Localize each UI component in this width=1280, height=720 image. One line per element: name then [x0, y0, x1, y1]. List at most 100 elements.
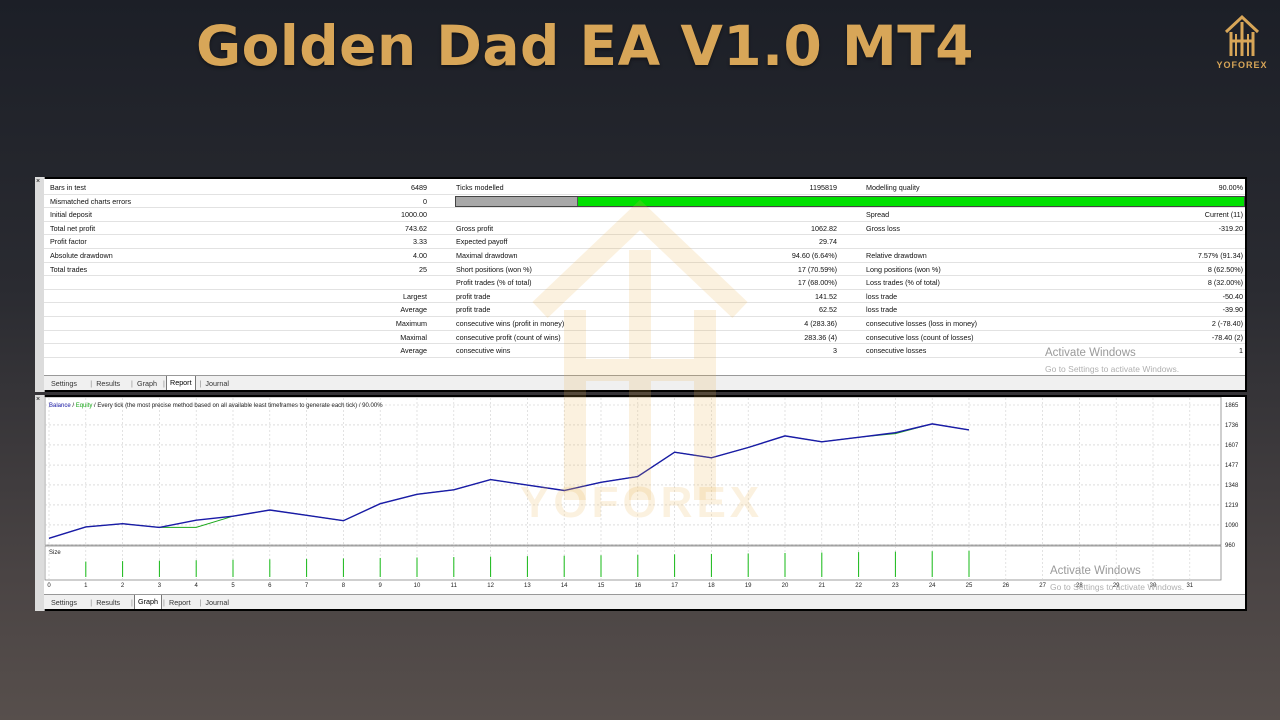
x-tick-label: 13: [524, 583, 531, 589]
x-tick-label: 11: [451, 583, 458, 589]
tab-settings[interactable]: Settings: [51, 598, 77, 607]
legend-separator: /: [71, 403, 76, 409]
report-cell-c6: -39.90: [1222, 305, 1243, 315]
report-cell-c4: 62.52: [819, 305, 837, 315]
logo-text: YOFOREX: [1216, 60, 1268, 70]
report-cell-c1: Mismatched charts errors: [50, 196, 132, 206]
tab-results[interactable]: Results: [96, 379, 121, 388]
report-cell-c3: consecutive wins: [456, 346, 511, 356]
report-cell-c6: 2 (-78.40): [1211, 318, 1243, 328]
yoforex-logo-icon: [1224, 14, 1260, 56]
report-cell-c2: Maximal: [400, 332, 427, 342]
report-row: Maximal consecutive profit (count of wins…: [44, 331, 1245, 345]
tab-report[interactable]: Report: [166, 376, 196, 390]
report-cell-c6: -50.40: [1222, 291, 1243, 301]
x-tick-label: 15: [598, 583, 605, 589]
report-cell-c6: -78.40 (2): [1211, 332, 1243, 342]
modelling-quality-bar: [455, 195, 1245, 207]
series-line-balance: [48, 423, 970, 539]
x-tick-label: 0: [47, 583, 51, 589]
report-cell-c5: Spread: [866, 210, 890, 220]
x-tick-label: 4: [195, 583, 199, 589]
report-cell-c3: consecutive profit (count of wins): [456, 332, 561, 342]
report-cell-c4: 29.74: [819, 237, 837, 247]
tab-separator: |: [163, 598, 165, 607]
report-cell-c6: 7.57% (91.34): [1197, 250, 1243, 260]
report-row: Profit trades (% of total) 17 (68.00%) Los…: [44, 276, 1245, 290]
report-row: Average profit trade 62.52 loss trade -39.90: [44, 303, 1245, 317]
y-tick-label: 1736: [1225, 423, 1239, 429]
x-tick-label: 14: [561, 583, 568, 589]
activate-windows-title: Activate Windows: [1045, 347, 1136, 359]
report-row: Maximum consecutive wins (profit in money…: [44, 317, 1245, 331]
x-tick-label: 2: [121, 583, 125, 589]
report-cell-c5: Long positions (won %): [866, 264, 941, 274]
report-cell-c4: 17 (68.00%): [797, 278, 837, 288]
x-tick-label: 26: [1002, 583, 1009, 589]
legend-description: / Every tick (the most precise method ba…: [92, 403, 383, 409]
report-cell-c6: 8 (62.50%): [1207, 264, 1243, 274]
y-tick-label: 1477: [1225, 463, 1239, 469]
report-cell-c1: Bars in test: [50, 183, 86, 192]
tab-report[interactable]: Report: [169, 598, 191, 607]
tab-graph[interactable]: Graph: [134, 595, 162, 609]
report-table: Bars in test 6489 Ticks modelled 1195819 Mod…: [44, 181, 1245, 358]
x-tick-label: 12: [487, 583, 494, 589]
tab-separator: |: [131, 379, 133, 388]
y-tick-label: 960: [1225, 543, 1236, 549]
report-cell-c5: Relative drawdown: [866, 250, 927, 260]
report-cell-c3: Short positions (won %): [456, 264, 532, 274]
report-cell-c4: 4 (283.36): [804, 318, 837, 328]
report-cell-c2: Largest: [403, 291, 427, 301]
tab-settings[interactable]: Settings: [51, 379, 77, 388]
x-tick-label: 6: [268, 583, 272, 589]
x-tick-label: 23: [892, 583, 899, 589]
report-row: Total trades 25 Short positions (won %) 17 …: [44, 263, 1245, 277]
tab-separator: |: [163, 379, 165, 388]
report-cell-c2: 1000.00: [401, 210, 427, 220]
x-tick-label: 5: [231, 583, 235, 589]
y-tick-label: 1219: [1225, 503, 1239, 509]
activate-windows-title: Activate Windows: [1050, 565, 1141, 577]
report-cell-c6: Current (11): [1204, 210, 1243, 220]
tab-separator: |: [90, 379, 93, 388]
report-cell-c2: 25: [419, 264, 427, 274]
report-tab-bar: Settings | Results | Graph | Report | Journal: [44, 375, 1245, 390]
report-cell-c4: 3: [833, 346, 837, 356]
x-tick-label: 9: [379, 583, 383, 589]
x-tick-label: 7: [305, 583, 309, 589]
report-cell-c3: Profit trades (% of total): [456, 278, 532, 288]
tab-separator: |: [199, 379, 202, 388]
report-cell-c2: Maximum: [395, 318, 427, 328]
report-cell-c6: 8 (32.00%): [1207, 278, 1243, 288]
y-tick-label: 1865: [1225, 403, 1239, 409]
graph-tab-bar: Settings | Results | Graph | Report | Journal: [44, 594, 1245, 609]
tab-graph[interactable]: Graph: [137, 379, 157, 388]
tab-journal[interactable]: Journal: [205, 598, 229, 607]
report-cell-c1: Total net profit: [50, 223, 96, 233]
report-cell-c3: Maximal drawdown: [456, 250, 518, 260]
size-label: Size: [49, 550, 61, 556]
report-row: Total net profit 743.62 Gross profit 1062.8…: [44, 222, 1245, 236]
report-row: Average consecutive wins 3 consecutive loss…: [44, 344, 1245, 358]
report-cell-c5: loss trade: [866, 305, 898, 315]
x-tick-label: 30: [1150, 583, 1157, 589]
report-cell-c2: 0: [423, 196, 427, 206]
activate-windows-subtitle: Go to Settings to activate Windows.: [1050, 582, 1185, 592]
report-cell-c5: loss trade: [866, 291, 898, 301]
x-tick-label: 31: [1186, 583, 1193, 589]
report-cell-c1: Absolute drawdown: [50, 250, 113, 260]
legend-equity: Equity: [76, 403, 93, 409]
y-tick-label: 1090: [1225, 523, 1239, 529]
tab-separator: |: [199, 598, 202, 607]
tab-results[interactable]: Results: [96, 598, 121, 607]
tab-journal[interactable]: Journal: [205, 379, 229, 388]
report-row: Initial deposit 1000.00 Spread Current (11): [44, 208, 1245, 222]
x-tick-label: 21: [818, 583, 825, 589]
report-row: Largest profit trade 141.52 loss trade -50.4…: [44, 290, 1245, 304]
report-area: Bars in test 6489 Ticks modelled 1195819 Mod…: [44, 179, 1245, 390]
report-row: Mismatched charts errors 0: [44, 195, 1245, 209]
report-cell-c3: profit trade: [456, 291, 491, 301]
